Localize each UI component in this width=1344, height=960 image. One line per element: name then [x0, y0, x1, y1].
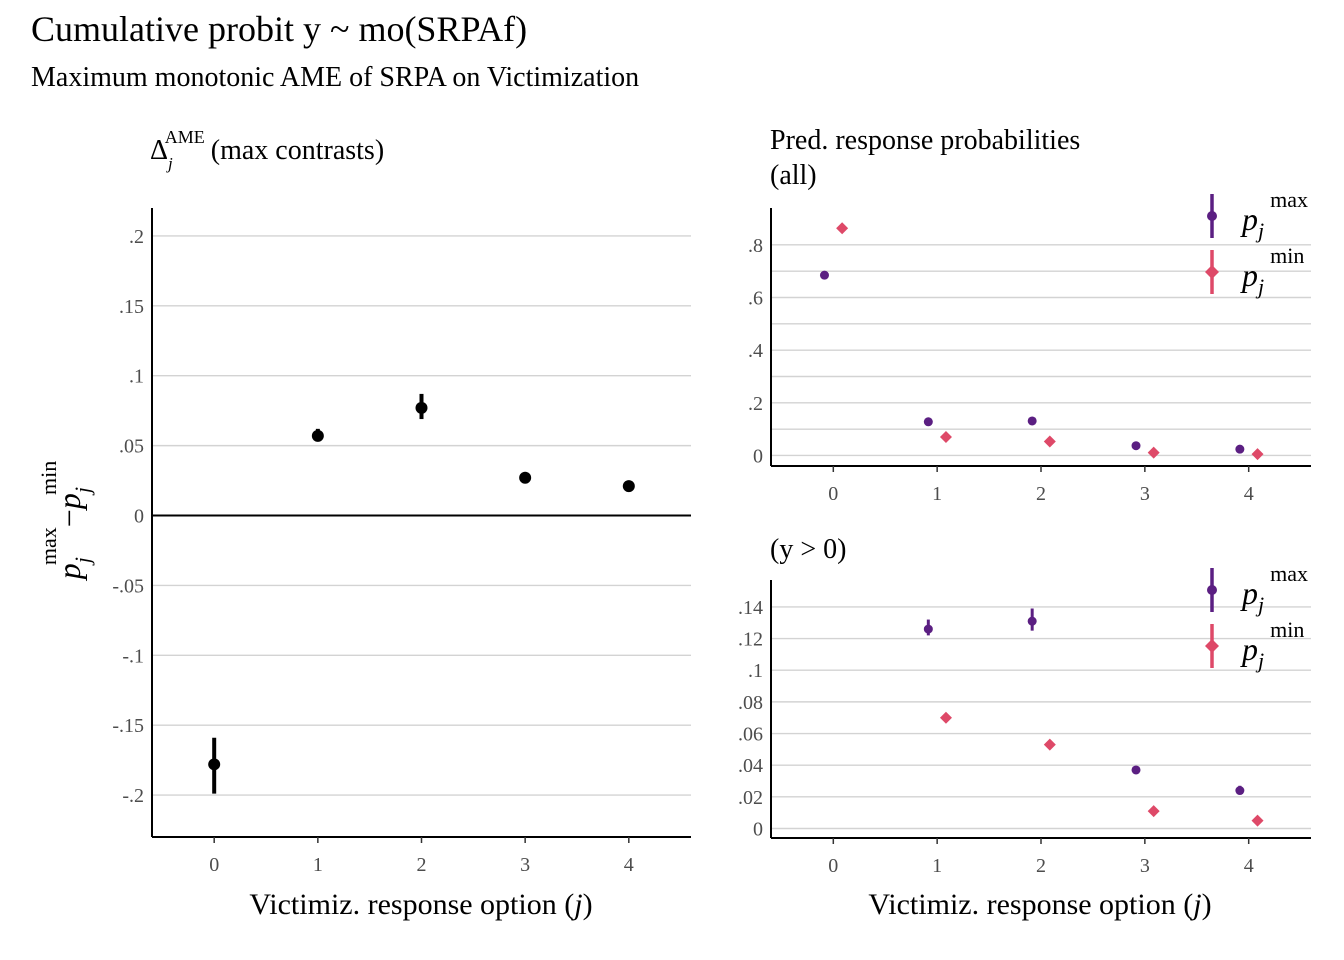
- pos-xlab-close: ): [1202, 888, 1212, 921]
- all-max-point: [923, 417, 933, 427]
- ame-plot: .2 .15 .1 .05 0 -.05 -.1 -.15 -.2 0 1 2 3 4: [112, 208, 691, 876]
- all-legend-min-key-point: [1205, 265, 1219, 279]
- pos-legend-min-label: pjmin: [1240, 617, 1304, 673]
- ylab-j1: j: [70, 557, 95, 566]
- all-y-tick-label: .4: [748, 340, 763, 362]
- ame-title-sub: j: [166, 154, 173, 173]
- ylab-p1: p: [51, 563, 87, 581]
- pos-legend-min-key-point: [1205, 639, 1219, 653]
- ylab-p2: p: [51, 493, 87, 511]
- all-x-tick-label: 0: [828, 483, 838, 505]
- ame-x-tick-label: 1: [313, 854, 323, 876]
- all-min-point: [939, 431, 952, 444]
- chart-subtitle: Maximum monotonic AME of SRPA on Victimi…: [31, 62, 640, 93]
- pos-legend-max-key-point: [1207, 585, 1217, 595]
- ame-point: [311, 429, 324, 442]
- ylab-max: max: [36, 527, 61, 565]
- pos-min-point: [939, 711, 952, 724]
- pos-legend-max-label: pjmax: [1240, 561, 1308, 617]
- ame-y-tick-label: -.2: [122, 785, 144, 807]
- ylab-minus: −: [51, 509, 87, 527]
- ame-x-tick-label: 0: [209, 854, 219, 876]
- ame-point: [622, 480, 635, 493]
- pos-y-tick-label: .04: [738, 755, 763, 777]
- pos-max-point: [923, 624, 933, 634]
- ame-y-tick-label: .05: [119, 436, 144, 458]
- pos-xlab-var: j: [1189, 888, 1201, 921]
- pos-y-tick-label: .06: [738, 724, 763, 746]
- all-legend-min-label: pjmin: [1240, 243, 1304, 299]
- all-max-point: [1027, 416, 1037, 426]
- ame-title-suffix: (max contrasts): [211, 135, 384, 166]
- all-max-point: [819, 270, 829, 280]
- pos-y-tick-label: .02: [738, 787, 763, 809]
- ame-y-tick-label: -.15: [112, 715, 144, 737]
- ame-x-tick-label: 2: [417, 854, 427, 876]
- ame-panel-title: Δj AME (max contrasts): [150, 127, 384, 173]
- all-max-point: [1131, 441, 1141, 451]
- pos-panel-title: (y > 0): [770, 534, 846, 565]
- pos-x-tick-label: 1: [932, 855, 942, 877]
- pos-x-tick-label: 4: [1244, 855, 1254, 877]
- pos-min-point: [1251, 814, 1264, 827]
- all-y-tick-label: .8: [748, 235, 763, 257]
- chart-title: Cumulative probit y ~ mo(SRPAf): [31, 9, 528, 49]
- all-y-tick-label: .2: [748, 393, 763, 415]
- ame-point: [208, 758, 221, 771]
- all-x-tick-label: 3: [1140, 483, 1150, 505]
- ame-xlab-var: j: [570, 888, 582, 921]
- all-x-tick-label: 1: [932, 483, 942, 505]
- pos-max-point: [1131, 765, 1141, 775]
- ame-y-tick-label: -.05: [112, 575, 144, 597]
- ame-xlab-close: ): [583, 888, 593, 921]
- ylab-j2: j: [70, 487, 95, 496]
- all-panel-title-line1: Pred. response probabilities: [770, 125, 1080, 156]
- pos-x-tick-label: 3: [1140, 855, 1150, 877]
- all-min-point: [1147, 446, 1160, 459]
- pos-y-tick-label: .08: [738, 692, 763, 714]
- pos-y-tick-label: .12: [738, 629, 763, 651]
- ame-point: [519, 471, 532, 484]
- all-x-tick-label: 2: [1036, 483, 1046, 505]
- all-y-tick-label: 0: [753, 445, 763, 467]
- pos-y-tick-label: .1: [748, 660, 763, 682]
- ame-y-axis-label: pjmax−pjmin: [36, 461, 95, 581]
- ame-x-tick-label: 4: [624, 854, 634, 876]
- pos-xlab-text: Victimiz. response option (: [868, 888, 1193, 921]
- ame-xlab-text: Victimiz. response option (: [249, 888, 574, 921]
- ame-title-delta: Δ: [150, 135, 168, 166]
- all-legend-max-label: pjmax: [1240, 187, 1308, 243]
- all-min-point: [1043, 435, 1056, 448]
- ame-y-tick-label: .2: [129, 226, 144, 248]
- pos-max-point: [1235, 786, 1245, 796]
- pos-x-tick-label: 2: [1036, 855, 1046, 877]
- ame-point: [415, 401, 428, 414]
- ame-y-tick-label: 0: [134, 506, 144, 528]
- all-x-tick-label: 4: [1244, 483, 1254, 505]
- ame-y-tick-label: .15: [119, 296, 144, 318]
- pos-x-tick-label: 0: [828, 855, 838, 877]
- all-legend-max-key-point: [1207, 211, 1217, 221]
- pos-y-tick-label: 0: [753, 819, 763, 841]
- all-min-point: [836, 222, 849, 235]
- ame-y-tick-label: -.1: [122, 645, 144, 667]
- pos-min-point: [1043, 738, 1056, 751]
- pos-min-point: [1147, 805, 1160, 818]
- pos-x-axis-label: Victimiz. response option (j): [868, 888, 1211, 921]
- all-max-point: [1235, 444, 1245, 454]
- pos-max-point: [1027, 616, 1037, 626]
- ame-x-tick-label: 3: [520, 854, 530, 876]
- all-panel-title-line2: (all): [770, 160, 817, 191]
- ylab-min: min: [36, 461, 61, 495]
- all-y-tick-label: .6: [748, 288, 763, 310]
- svg-text:pjmax−pjmin: pjmax−pjmin: [36, 461, 95, 581]
- all-min-point: [1251, 448, 1264, 461]
- pos-y-tick-label: .14: [738, 597, 763, 619]
- ame-y-tick-label: .1: [129, 366, 144, 388]
- ame-title-sup: AME: [165, 127, 205, 147]
- ame-x-axis-label: Victimiz. response option (j): [249, 888, 592, 921]
